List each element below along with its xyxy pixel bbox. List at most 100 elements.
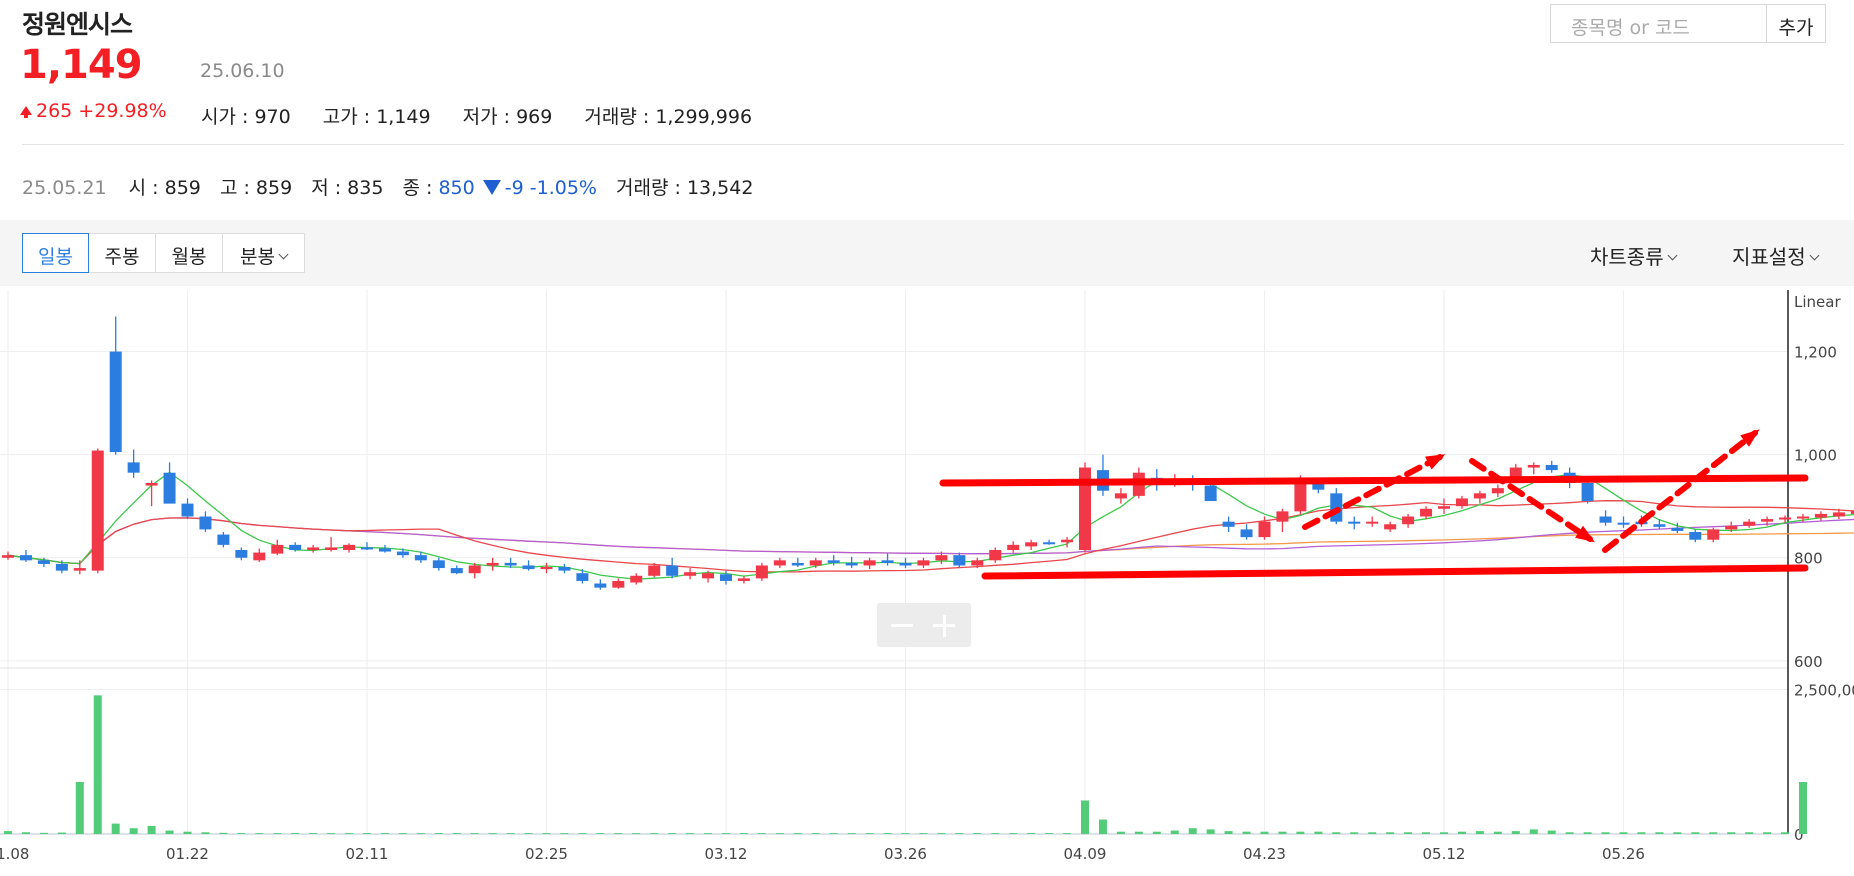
volume-tick-label: 2,500,000: [1794, 682, 1854, 700]
x-tick-label: 03.26: [884, 845, 927, 863]
volume-bar: [937, 833, 946, 834]
volume-bar: [398, 833, 407, 834]
high-price: 고가 : 1,149: [322, 106, 431, 128]
candle-body: [343, 544, 356, 551]
volume-bar: [219, 832, 228, 834]
candle-body: [773, 560, 786, 566]
add-button[interactable]: 추가: [1766, 4, 1826, 43]
candle-body: [1832, 512, 1845, 517]
volume-bar: [1278, 831, 1287, 834]
candle-body: [1294, 480, 1307, 512]
volume-bar: [452, 833, 461, 834]
candle-body: [55, 563, 68, 571]
hover-close: 850: [438, 177, 475, 199]
volume-bar: [1709, 832, 1718, 834]
candle-body: [1814, 513, 1827, 518]
candle-body: [1473, 493, 1486, 499]
candle-body: [827, 560, 840, 563]
candle-body: [648, 565, 661, 576]
candle-body: [612, 580, 625, 588]
volume-bar: [21, 832, 30, 834]
volume-bar: [291, 833, 300, 834]
candle-body: [1491, 488, 1504, 494]
candle-body: [450, 568, 463, 574]
hover-close-label: 종 :: [402, 177, 433, 199]
candle-body: [1725, 525, 1738, 530]
ma60-line: [7, 517, 1854, 565]
x-tick-label: 04.23: [1243, 845, 1286, 863]
candle-body: [1455, 498, 1468, 507]
candle-body: [127, 462, 140, 473]
volume-bar: [255, 833, 264, 834]
candle-body: [145, 483, 158, 486]
tab-weekly[interactable]: 주봉: [88, 233, 156, 273]
candle-body: [1545, 464, 1558, 471]
volume-bar: [632, 833, 641, 834]
chevron-down-icon: [1809, 250, 1820, 261]
tab-minute-label: 분봉: [240, 246, 275, 268]
hover-low: 저 : 835: [311, 177, 384, 199]
volume-bar: [901, 833, 910, 834]
candle-body: [432, 560, 445, 569]
volume-bar: [865, 833, 874, 834]
candle-body: [1348, 521, 1361, 524]
stock-header: 정원엔시스 1,149 25.06.10 265 +29.98% 시가 : 97…: [0, 0, 1854, 150]
hover-date: 25.05.21: [22, 177, 107, 199]
volume-bar: [1799, 782, 1807, 834]
candle-body: [217, 534, 230, 545]
volume-bar: [1206, 829, 1215, 834]
volume-bar: [129, 828, 138, 834]
candle-body: [666, 565, 679, 576]
volume-bar: [309, 833, 318, 834]
zoom-control: [877, 603, 971, 647]
chart-type-dropdown[interactable]: 차트종류: [1590, 241, 1678, 270]
candle-body: [37, 560, 50, 564]
candle-body: [755, 565, 768, 579]
volume-bar: [1511, 831, 1520, 834]
candle-body: [1653, 524, 1666, 527]
volume-bar: [434, 833, 443, 834]
volume-bar: [488, 833, 497, 834]
candle-body: [935, 555, 948, 561]
candle-body: [1204, 485, 1217, 502]
volume-bar: [1475, 831, 1484, 834]
volume-bar: [1781, 832, 1790, 834]
tab-minute[interactable]: 분봉: [222, 233, 305, 273]
tab-daily[interactable]: 일봉: [22, 233, 89, 273]
volume-bar: [686, 833, 695, 834]
indicator-dropdown[interactable]: 지표설정: [1732, 241, 1820, 270]
candle-body: [1797, 516, 1809, 519]
volume-bar: [147, 825, 156, 834]
candle-body: [199, 516, 212, 530]
candle-body: [361, 547, 373, 550]
candle-body: [2, 555, 14, 558]
volume-bar: [1332, 832, 1341, 834]
volume-bar: [829, 833, 838, 834]
breakout-arrow-annotation: [1602, 430, 1758, 553]
ma20-line: [7, 500, 1854, 573]
volume-bar: [380, 833, 389, 834]
candle-body: [1402, 516, 1415, 525]
candle-body: [720, 574, 732, 581]
candlestick-chart[interactable]: Linear 600 800 1,000 1,200 0 2,500,000 01.08 01.…: [0, 290, 1854, 876]
candle-body: [953, 555, 966, 566]
hover-change: -9 -1.05%: [504, 177, 597, 199]
x-tick-label: 03.12: [705, 845, 748, 863]
scale-label: Linear: [1794, 293, 1841, 311]
candle-body: [1384, 524, 1397, 530]
candle-body: [1761, 519, 1774, 522]
zoom-out-button[interactable]: [891, 624, 913, 627]
tab-monthly[interactable]: 월봉: [155, 233, 223, 273]
volume-bar: [757, 833, 766, 834]
candle-body: [271, 544, 284, 554]
candle-body: [791, 562, 804, 566]
ohlc-summary: 시가 : 970 고가 : 1,149 저가 : 969 거래량 : 1,299…: [201, 102, 778, 129]
resistance-line: [939, 474, 1809, 487]
volume-bar: [1422, 832, 1431, 834]
hover-high: 고 : 859: [219, 177, 293, 199]
x-tick-label: 01.22: [166, 845, 209, 863]
volume-bar: [722, 833, 730, 834]
search-input[interactable]: 종목명 or 코드: [1550, 4, 1767, 43]
candle-body: [1527, 464, 1540, 468]
volume-bar: [327, 833, 336, 834]
